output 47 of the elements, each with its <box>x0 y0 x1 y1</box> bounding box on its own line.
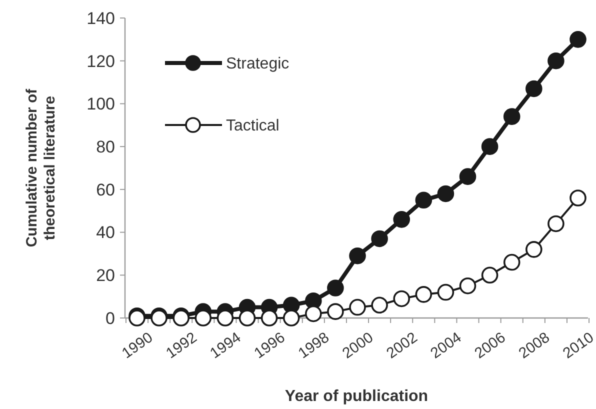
point <box>459 168 476 185</box>
point <box>371 230 388 248</box>
point <box>150 310 168 326</box>
point <box>260 310 278 326</box>
point <box>481 138 498 155</box>
y-tick-label: 120 <box>86 52 115 71</box>
point <box>327 303 344 320</box>
y-axis-title: Cumulative number of theoretical literature <box>24 88 58 248</box>
point <box>415 192 432 209</box>
legend-label: Tactical <box>226 118 280 135</box>
point <box>393 211 410 228</box>
y-tick-label: 80 <box>96 138 115 157</box>
point <box>216 310 234 326</box>
point <box>194 310 212 326</box>
point <box>327 280 344 296</box>
point <box>437 185 454 202</box>
point <box>128 310 146 326</box>
y-tick-label: 60 <box>96 180 115 200</box>
y-tick-label: 100 <box>86 94 115 114</box>
point <box>349 298 366 316</box>
x-tick-label: 1994 <box>207 329 244 362</box>
x-axis-title: Year of publication <box>284 388 428 405</box>
point <box>349 247 366 264</box>
point <box>548 215 564 232</box>
point <box>172 310 190 326</box>
y-tick-label: 40 <box>96 223 115 242</box>
point <box>415 286 432 303</box>
legend-label: Strategic <box>226 56 290 73</box>
point <box>570 190 586 206</box>
point <box>282 310 300 326</box>
point <box>238 310 256 326</box>
point <box>503 108 520 125</box>
y-tick-label: 0 <box>106 308 115 328</box>
point <box>548 52 564 70</box>
point <box>459 277 476 294</box>
point <box>305 305 322 322</box>
y-tick-label: 140 <box>86 8 115 28</box>
point <box>393 290 410 308</box>
point <box>503 254 520 271</box>
x-tick-label: 1992 <box>162 329 200 362</box>
y-tick-label: 20 <box>96 266 115 286</box>
point <box>371 296 388 314</box>
point <box>570 31 586 48</box>
point <box>437 284 454 301</box>
point <box>526 80 542 98</box>
point <box>481 266 498 284</box>
point <box>526 241 542 258</box>
